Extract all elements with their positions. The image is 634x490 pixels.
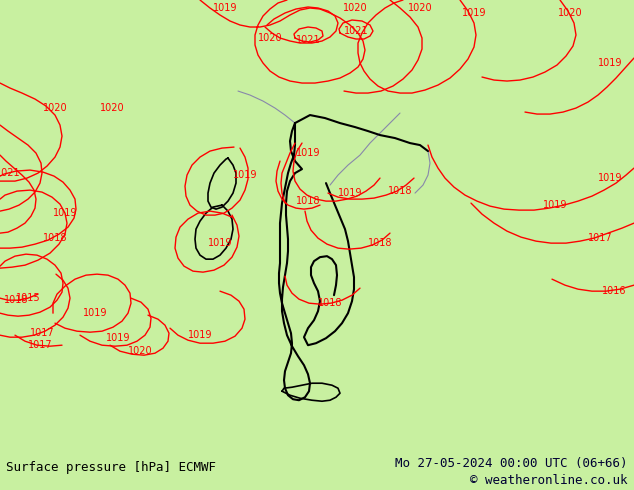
Text: 1020: 1020 bbox=[127, 346, 152, 356]
Polygon shape bbox=[445, 0, 634, 185]
Text: 1020: 1020 bbox=[257, 33, 282, 43]
Polygon shape bbox=[295, 45, 634, 177]
Text: 1019: 1019 bbox=[208, 238, 232, 248]
Polygon shape bbox=[290, 113, 428, 181]
Text: 1019: 1019 bbox=[295, 148, 320, 158]
Polygon shape bbox=[430, 193, 634, 300]
Text: 1020: 1020 bbox=[408, 3, 432, 13]
Text: 1017: 1017 bbox=[588, 233, 612, 243]
Polygon shape bbox=[308, 259, 356, 366]
Polygon shape bbox=[195, 205, 233, 259]
Text: 1017: 1017 bbox=[28, 340, 53, 350]
Text: 1018: 1018 bbox=[42, 233, 67, 243]
Text: 1019: 1019 bbox=[462, 8, 486, 18]
Text: Surface pressure [hPa] ECMWF: Surface pressure [hPa] ECMWF bbox=[6, 462, 216, 474]
Text: 1018: 1018 bbox=[388, 186, 412, 196]
Text: 1019: 1019 bbox=[598, 58, 622, 68]
Polygon shape bbox=[279, 123, 310, 400]
Polygon shape bbox=[200, 0, 634, 13]
Text: 1021: 1021 bbox=[344, 26, 368, 36]
Text: 1021: 1021 bbox=[0, 168, 20, 178]
Text: 1018: 1018 bbox=[318, 298, 342, 308]
Text: 1019: 1019 bbox=[106, 333, 130, 343]
Polygon shape bbox=[400, 113, 634, 241]
Text: 1019: 1019 bbox=[188, 330, 212, 340]
Text: 1021: 1021 bbox=[295, 35, 320, 45]
Text: 1017: 1017 bbox=[30, 328, 55, 338]
Text: © weatheronline.co.uk: © weatheronline.co.uk bbox=[470, 474, 628, 488]
Text: 1020: 1020 bbox=[42, 103, 67, 113]
Polygon shape bbox=[282, 383, 340, 401]
Text: Mo 27-05-2024 00:00 UTC (06+66): Mo 27-05-2024 00:00 UTC (06+66) bbox=[395, 457, 628, 470]
Text: 1020: 1020 bbox=[100, 103, 124, 113]
Polygon shape bbox=[200, 0, 634, 198]
Text: 1019: 1019 bbox=[83, 308, 107, 318]
Text: 1020: 1020 bbox=[558, 8, 582, 18]
Polygon shape bbox=[0, 0, 298, 189]
Text: 1019: 1019 bbox=[338, 188, 362, 198]
Text: 1018: 1018 bbox=[295, 196, 320, 206]
Text: 1019: 1019 bbox=[598, 173, 622, 183]
Text: 1015: 1015 bbox=[16, 293, 41, 303]
Text: 1018: 1018 bbox=[368, 238, 392, 248]
Text: 1020: 1020 bbox=[343, 3, 367, 13]
Text: 1016: 1016 bbox=[602, 286, 626, 296]
Polygon shape bbox=[279, 341, 313, 389]
Text: 1018: 1018 bbox=[4, 295, 29, 305]
Polygon shape bbox=[208, 158, 236, 209]
Polygon shape bbox=[0, 0, 310, 198]
Polygon shape bbox=[245, 13, 634, 95]
Text: 1019: 1019 bbox=[53, 208, 77, 218]
Text: 1019: 1019 bbox=[543, 200, 567, 210]
Text: 1019: 1019 bbox=[233, 170, 257, 180]
Text: 1019: 1019 bbox=[213, 3, 237, 13]
Polygon shape bbox=[400, 113, 634, 193]
